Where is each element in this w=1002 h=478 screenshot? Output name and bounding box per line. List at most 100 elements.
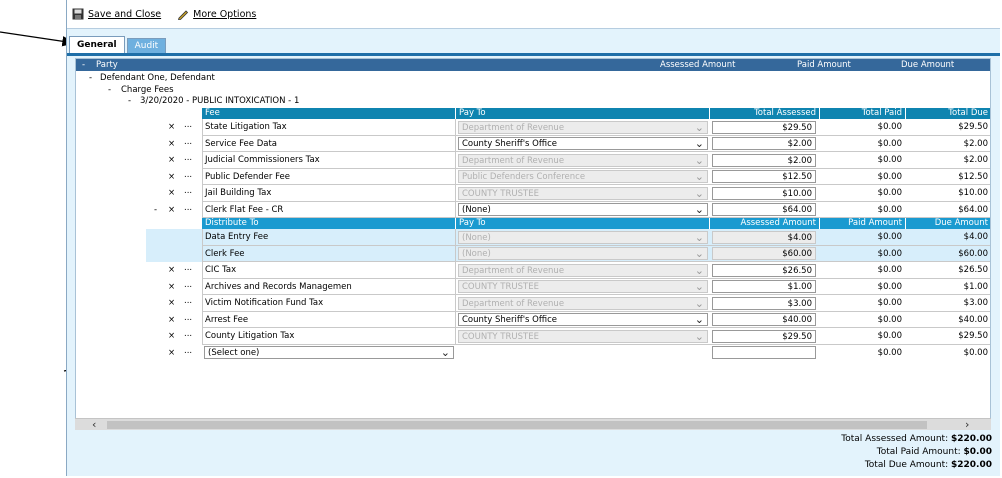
assessed-amount-input[interactable]: $29.50 bbox=[712, 120, 816, 134]
pay-to-cell: County Sheriff's Office ⌄ bbox=[456, 312, 710, 328]
remove-fee-icon[interactable]: × bbox=[168, 122, 176, 132]
paid-amount: $0.00 bbox=[877, 265, 902, 275]
fee-name-cell: Clerk Flat Fee - CR bbox=[202, 201, 456, 218]
assessed-amount-input[interactable]: $3.00 bbox=[712, 296, 816, 310]
fee-options-icon[interactable]: ... bbox=[184, 345, 193, 356]
assessed-amount-input[interactable] bbox=[712, 346, 816, 359]
assessed-amount-input[interactable]: $40.00 bbox=[712, 313, 816, 326]
paid-cell: $0.00 bbox=[820, 185, 906, 202]
save-icon bbox=[72, 8, 84, 20]
total-paid-column-header: Total Paid bbox=[820, 108, 906, 119]
tab-audit[interactable]: Audit bbox=[126, 38, 167, 53]
due-cell: $60.00 bbox=[906, 246, 990, 262]
toolbar: Save and Close More Options bbox=[67, 0, 1000, 29]
fee-options-icon[interactable]: ... bbox=[184, 169, 193, 180]
pay-to-cell: Department of Revenue ⌄ bbox=[456, 152, 710, 169]
fee-name: Data Entry Fee bbox=[205, 232, 269, 242]
remove-fee-icon[interactable]: × bbox=[168, 298, 176, 308]
charge-toggle[interactable]: - bbox=[128, 96, 132, 106]
fee-options-icon[interactable]: ... bbox=[184, 202, 193, 213]
fee-select[interactable]: (Select one) ⌄ bbox=[204, 346, 454, 359]
assessed-cell: $4.00 bbox=[710, 229, 820, 246]
save-and-close-button[interactable]: Save and Close bbox=[72, 8, 161, 20]
pay-to-value: Department of Revenue bbox=[462, 122, 565, 133]
fee-name: Public Defender Fee bbox=[205, 171, 290, 182]
due-amount: $10.00 bbox=[958, 188, 988, 198]
distribution-due-column-header: Due Amount bbox=[906, 218, 990, 229]
charge-node: 3/20/2020 - PUBLIC INTOXICATION - 1 bbox=[140, 96, 300, 106]
chevron-down-icon: ⌄ bbox=[694, 313, 704, 326]
assessed-amount-input[interactable]: $29.50 bbox=[712, 329, 816, 343]
due-cell: $12.50 bbox=[906, 169, 990, 185]
due-amount: $64.00 bbox=[958, 204, 988, 215]
party-collapse-toggle[interactable]: - bbox=[82, 60, 86, 70]
scrollbar-thumb[interactable] bbox=[107, 421, 927, 429]
pay-to-value: COUNTY TRUSTEE bbox=[462, 282, 539, 292]
assessed-amount-input[interactable]: $1.00 bbox=[712, 280, 816, 293]
pay-to-select[interactable]: (None) ⌄ bbox=[458, 203, 708, 216]
paid-cell: $0.00 bbox=[820, 136, 906, 152]
remove-fee-icon[interactable]: × bbox=[168, 347, 176, 358]
fee-options-icon[interactable]: ... bbox=[184, 296, 193, 306]
remove-fee-icon[interactable]: × bbox=[168, 188, 176, 198]
paid-amount: $0.00 bbox=[877, 347, 902, 358]
pay-to-value: COUNTY TRUSTEE bbox=[462, 188, 539, 199]
distribution-row: Data Entry Fee (None) ⌄ $4.00 $0.00 $4.00 bbox=[146, 229, 990, 246]
fee-row: - ×... Clerk Flat Fee - CR (None) ⌄ $64.00 $0.… bbox=[146, 201, 990, 218]
collapse-toggle[interactable]: - bbox=[154, 204, 158, 215]
chevron-down-icon: ⌄ bbox=[694, 296, 704, 310]
fee-options-icon[interactable]: ... bbox=[184, 120, 193, 130]
remove-fee-icon[interactable]: × bbox=[168, 204, 176, 215]
due-cell: $40.00 bbox=[906, 312, 990, 328]
assessed-amount-input[interactable]: $2.00 bbox=[712, 137, 816, 150]
more-options-button[interactable]: More Options bbox=[177, 8, 256, 20]
distribution-row: Clerk Fee (None) ⌄ $60.00 $0.00 $60.00 bbox=[146, 245, 990, 262]
horizontal-scrollbar[interactable]: ‹ › bbox=[75, 418, 991, 431]
due-amount: $4.00 bbox=[963, 232, 988, 242]
pay-to-cell: COUNTY TRUSTEE ⌄ bbox=[456, 279, 710, 295]
fee-options-icon[interactable]: ... bbox=[184, 153, 193, 163]
pay-to-value: (None) bbox=[462, 205, 491, 215]
fee-options-icon[interactable]: ... bbox=[184, 279, 193, 290]
assessed-amount-input[interactable]: $10.00 bbox=[712, 186, 816, 200]
chevron-down-icon: ⌄ bbox=[694, 247, 704, 260]
paid-cell: $0.00 bbox=[820, 295, 906, 312]
remove-fee-icon[interactable]: × bbox=[168, 331, 176, 341]
scroll-left-icon[interactable]: ‹ bbox=[92, 418, 97, 431]
paid-amount: $0.00 bbox=[877, 155, 902, 165]
assessed-cell: $29.50 bbox=[710, 328, 820, 345]
assessed-amount-input[interactable]: $12.50 bbox=[712, 170, 816, 183]
fee-options-icon[interactable]: ... bbox=[184, 329, 193, 339]
charge-fees-toggle[interactable]: - bbox=[108, 85, 112, 95]
remove-fee-icon[interactable]: × bbox=[168, 155, 176, 165]
assessed-amount-input[interactable]: $2.00 bbox=[712, 153, 816, 167]
fee-options-icon[interactable]: ... bbox=[184, 263, 193, 273]
assessed-amount-input[interactable]: $26.50 bbox=[712, 263, 816, 277]
pay-to-select: COUNTY TRUSTEE ⌄ bbox=[458, 329, 708, 343]
chevron-down-icon: ⌄ bbox=[694, 263, 704, 277]
remove-fee-icon[interactable]: × bbox=[168, 281, 176, 292]
tab-general[interactable]: General bbox=[69, 36, 125, 53]
distribution-pay-to-column-header: Pay To bbox=[456, 218, 710, 229]
pencil-icon bbox=[177, 8, 189, 20]
pay-to-select[interactable]: County Sheriff's Office ⌄ bbox=[458, 137, 708, 150]
scroll-right-icon[interactable]: › bbox=[965, 418, 970, 431]
total-due: Total Due Amount: $220.00 bbox=[865, 460, 992, 470]
assessed-amount-input: $60.00 bbox=[712, 247, 816, 260]
pay-to-cell: County Sheriff's Office ⌄ bbox=[456, 136, 710, 152]
due-cell: $64.00 bbox=[906, 202, 990, 218]
assessed-amount-input[interactable]: $64.00 bbox=[712, 203, 816, 216]
fee-options-icon[interactable]: ... bbox=[184, 186, 193, 196]
remove-fee-icon[interactable]: × bbox=[168, 171, 176, 182]
remove-fee-icon[interactable]: × bbox=[168, 138, 176, 149]
remove-fee-icon[interactable]: × bbox=[168, 314, 176, 325]
remove-fee-icon[interactable]: × bbox=[168, 265, 176, 275]
paid-cell: $0.00 bbox=[820, 152, 906, 169]
pay-to-value: Department of Revenue bbox=[462, 155, 565, 166]
fee-options-icon[interactable]: ... bbox=[184, 136, 193, 147]
due-amount: $40.00 bbox=[958, 314, 988, 325]
fee-options-icon[interactable]: ... bbox=[184, 312, 193, 323]
pay-to-select[interactable]: County Sheriff's Office ⌄ bbox=[458, 313, 708, 326]
defendant-toggle[interactable]: - bbox=[89, 73, 93, 83]
chevron-down-icon: ⌄ bbox=[694, 329, 704, 343]
